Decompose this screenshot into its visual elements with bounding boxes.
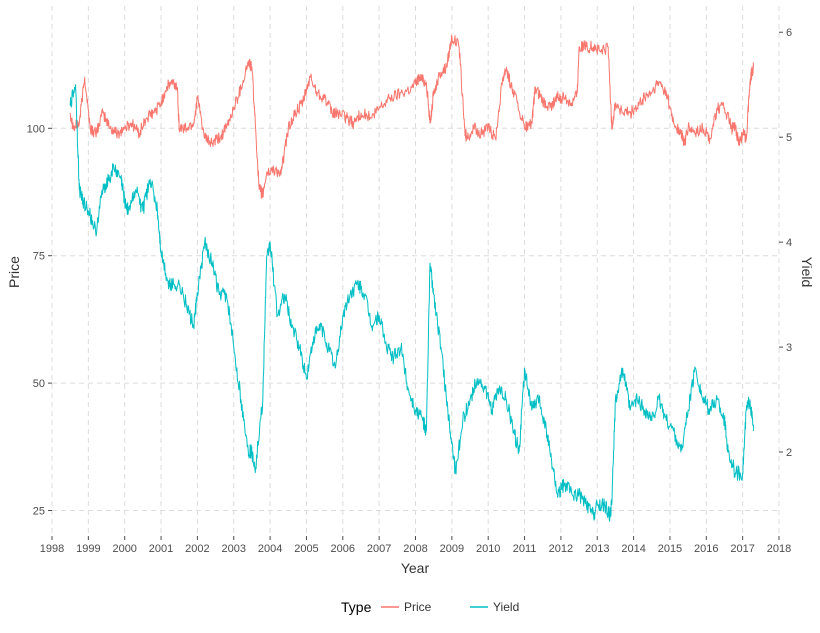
y-tick-label: 50 <box>33 378 45 390</box>
y2-tick-label: 5 <box>786 132 792 144</box>
x-tick-label: 2012 <box>549 543 573 555</box>
y-axis-left: 25 50 75 100 <box>27 123 52 518</box>
x-tick-label: 2015 <box>658 543 682 555</box>
x-tick-label: 2001 <box>149 543 173 555</box>
x-tick-label: 2018 <box>767 543 791 555</box>
x-tick-label: 2016 <box>694 543 718 555</box>
x-tick-label: 2010 <box>476 543 500 555</box>
x-axis: 1998 1999 2000 2001 2002 2003 2004 2005 2006 2007… <box>40 536 791 555</box>
y2-tick-label: 3 <box>786 342 792 354</box>
x-tick-label: 2009 <box>440 543 464 555</box>
x-tick-label: 2014 <box>621 543 645 555</box>
x-tick-label: 2006 <box>331 543 355 555</box>
y2-tick-label: 2 <box>786 447 792 459</box>
x-tick-label: 2007 <box>367 543 391 555</box>
y-tick-label: 25 <box>33 506 45 518</box>
y-tick-label: 75 <box>33 251 45 263</box>
x-tick-label: 2017 <box>730 543 754 555</box>
legend-items: Price Yield <box>381 600 519 614</box>
x-tick-label: 2003 <box>222 543 246 555</box>
x-tick-label: 2013 <box>585 543 609 555</box>
legend-title: Type <box>341 599 372 615</box>
series-line-price <box>69 35 755 199</box>
y-axis-right: 2 3 4 5 6 <box>779 27 792 459</box>
x-axis-title: Year <box>401 560 430 576</box>
x-tick-label: 2011 <box>513 543 537 555</box>
x-tick-label: 2002 <box>185 543 209 555</box>
x-tick-label: 2005 <box>294 543 318 555</box>
x-tick-label: 2008 <box>403 543 427 555</box>
x-tick-label: 1999 <box>76 543 100 555</box>
series-layer <box>69 35 755 522</box>
y-axis-title: Price <box>6 256 22 288</box>
legend: Type Price Yield <box>341 599 519 615</box>
x-tick-label: 2004 <box>258 543 282 555</box>
y2-tick-label: 6 <box>786 27 792 39</box>
y2-axis-title: Yield <box>799 257 815 288</box>
plot-panel <box>51 6 780 536</box>
legend-label-yield: Yield <box>493 600 519 614</box>
y2-tick-label: 4 <box>786 237 792 249</box>
legend-label-price: Price <box>404 600 432 614</box>
y-tick-label: 100 <box>27 123 45 135</box>
x-tick-label: 2000 <box>112 543 136 555</box>
grid <box>51 6 780 536</box>
x-tick-label: 1998 <box>40 543 64 555</box>
series-line-yield <box>69 84 755 522</box>
